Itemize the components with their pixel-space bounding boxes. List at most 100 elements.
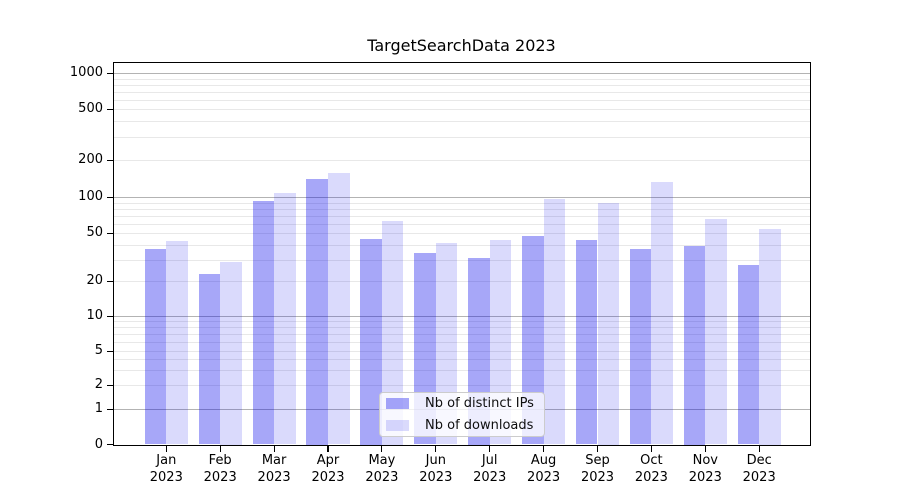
y-tick-label: 5 (94, 343, 103, 358)
right-spine (810, 62, 811, 446)
x-tick (704, 446, 706, 452)
y-tick (107, 196, 113, 198)
bar-downloads (274, 193, 296, 445)
x-tick (435, 446, 437, 452)
legend: Nb of distinct IPs Nb of downloads (379, 392, 545, 437)
x-tick (543, 446, 545, 452)
y-tick-label: 10 (86, 308, 103, 323)
y-gridline-minor (114, 160, 810, 161)
x-tick-label: Oct 2023 (623, 453, 679, 486)
y-tick-label: 0 (94, 436, 103, 452)
y-tick (107, 315, 113, 317)
y-tick-label: 1000 (69, 65, 103, 80)
y-tick (107, 408, 113, 410)
y-gridline-minor (114, 281, 810, 282)
y-gridline-major (114, 316, 810, 317)
y-gridline-minor (114, 334, 810, 335)
x-tick-month: Jun (425, 453, 446, 468)
x-tick-month: Jul (481, 453, 498, 468)
bar-distinct-ips (252, 200, 275, 445)
left-spine (113, 62, 114, 446)
y-gridline-minor (114, 99, 810, 101)
x-tick-month: Nov (692, 453, 718, 468)
bar-downloads (166, 240, 188, 445)
y-tick (107, 232, 113, 234)
x-tick-label: Jul 2023 (462, 453, 518, 486)
bar-downloads (543, 199, 566, 445)
bar-downloads (597, 202, 620, 445)
x-tick-label: Feb 2023 (192, 453, 248, 486)
y-gridline-minor (114, 78, 810, 80)
y-gridline-minor (114, 84, 810, 86)
y-gridline-minor (114, 121, 810, 123)
bar-distinct-ips (198, 273, 221, 445)
y-tick (107, 384, 113, 386)
legend-swatch-distinct-ips (386, 398, 409, 409)
x-tick-label: Sep 2023 (570, 453, 626, 486)
x-tick (596, 446, 599, 452)
y-gridline-minor (114, 359, 810, 361)
bar-downloads (759, 229, 781, 445)
bar-downloads (705, 218, 727, 445)
chart-title: TargetSearchData 2023 (367, 36, 556, 55)
bar-downloads (328, 172, 350, 445)
y-gridline-minor (114, 109, 810, 110)
x-tick-year: 2023 (688, 469, 722, 485)
y-gridline-minor (114, 223, 810, 225)
bar-downloads (381, 221, 404, 445)
y-gridline-minor (114, 351, 810, 352)
legend-label-distinct-ips: Nb of distinct IPs (425, 396, 534, 411)
bar-distinct-ips (629, 248, 652, 445)
x-tick-year: 2023 (365, 469, 399, 485)
bar-downloads (220, 261, 242, 445)
x-tick (219, 446, 221, 452)
top-spine (113, 62, 811, 63)
x-tick-year: 2023 (257, 469, 291, 485)
y-gridline-minor (114, 233, 810, 234)
legend-swatch-downloads (386, 420, 409, 431)
y-tick-label: 2 (94, 377, 103, 392)
y-tick-label: 1 (94, 401, 103, 416)
x-tick-label: Apr 2023 (300, 453, 356, 486)
legend-label-downloads: Nb of downloads (425, 418, 534, 433)
x-tick-label: Mar 2023 (246, 453, 302, 486)
y-gridline-major (114, 73, 810, 74)
y-gridline-minor (114, 370, 810, 371)
x-tick-month: Jan (156, 453, 177, 468)
x-tick-year: 2023 (634, 469, 668, 485)
y-tick-label: 500 (78, 101, 103, 116)
x-tick-month: Dec (746, 453, 772, 468)
x-tick (650, 446, 652, 452)
y-tick (107, 159, 113, 161)
x-tick-month: May (368, 453, 396, 468)
y-tick-label: 50 (86, 225, 103, 240)
y-gridline-minor (114, 244, 810, 246)
x-tick-month: Apr (316, 453, 340, 468)
x-tick-label: Jan 2023 (138, 453, 194, 486)
y-tick (107, 444, 113, 446)
bar-distinct-ips (306, 179, 328, 445)
x-tick-year: 2023 (473, 469, 507, 485)
bottom-spine (113, 444, 811, 447)
y-gridline-minor (114, 321, 810, 323)
y-gridline-minor (114, 137, 810, 139)
x-tick (489, 446, 491, 452)
y-tick-label: 200 (78, 152, 103, 167)
bar-distinct-ips (575, 239, 598, 445)
x-tick-label: Jun 2023 (408, 453, 464, 486)
bar-distinct-ips (737, 265, 760, 445)
y-gridline-minor (114, 259, 810, 261)
y-tick-label: 100 (78, 189, 103, 204)
y-gridline-minor (114, 208, 810, 210)
x-tick-month: Oct (640, 453, 663, 468)
x-tick (381, 446, 383, 452)
x-tick-year: 2023 (311, 469, 345, 485)
legend-item-distinct-ips: Nb of distinct IPs (386, 396, 538, 411)
bar-downloads (651, 182, 673, 445)
x-tick-year: 2023 (742, 469, 776, 485)
x-tick-year: 2023 (149, 469, 183, 485)
y-gridline-minor (114, 215, 810, 217)
x-tick-month: Mar (261, 453, 287, 468)
y-gridline-minor (114, 202, 810, 204)
